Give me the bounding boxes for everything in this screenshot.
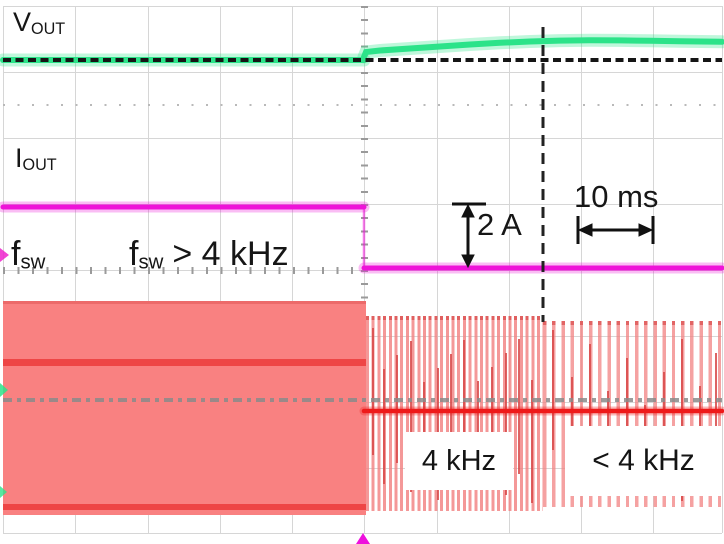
fsw-condition-label: fsw > 4 kHz <box>129 237 289 273</box>
gridline-vertical <box>722 6 723 533</box>
fsw-label: fsw <box>11 237 45 273</box>
vout-label-main: V <box>13 7 32 37</box>
iout-label-main: I <box>15 143 23 173</box>
fsw-condition-rest: > 4 kHz <box>172 235 289 273</box>
center-horizontal-ticks <box>3 267 361 274</box>
time-scale-arrow <box>576 216 655 244</box>
fsw-spike <box>450 354 452 479</box>
fsw-spike <box>372 328 374 455</box>
fsw-condition-main: f <box>129 235 139 273</box>
trigger-arrow-icon <box>356 533 370 544</box>
fsw-spike <box>423 382 425 471</box>
fsw-spike <box>681 339 683 501</box>
fsw-spike <box>518 339 520 474</box>
center-vertical-ticks <box>361 6 368 302</box>
fsw-label-sub: sw <box>20 251 46 274</box>
fsw-spike <box>715 353 717 492</box>
time-scale-label: 10 ms <box>574 179 659 214</box>
iout-label: IOUT <box>15 143 57 174</box>
fsw-spike <box>531 380 533 503</box>
freq-label-4khz: 4 kHz <box>421 444 497 477</box>
current-step-label: 2 A <box>477 207 522 242</box>
fsw-label-main: f <box>11 235 21 273</box>
fsw-spike <box>396 355 398 463</box>
fsw-spike <box>383 369 385 484</box>
waveform-trace <box>361 37 724 60</box>
fsw-condition-sub: sw <box>138 251 164 274</box>
iout-label-sub: OUT <box>22 155 57 174</box>
fsw-pulse-caps <box>366 316 543 320</box>
freq-label-sub4khz: < 4 kHz <box>592 444 695 477</box>
fsw-spike <box>626 358 628 487</box>
fsw-dense-band <box>3 301 366 515</box>
fsw-spike <box>663 372 665 478</box>
freq-label-box-sub4khz: < 4 kHz <box>565 426 722 496</box>
fsw-spike <box>410 341 412 492</box>
vout-label-sub: OUT <box>31 19 66 38</box>
waveform-trace <box>357 33 724 64</box>
freq-label-box-4khz: 4 kHz <box>405 432 513 490</box>
gridline-horizontal <box>3 533 722 534</box>
fsw-spike <box>505 353 507 495</box>
fsw-band-bottom-line <box>3 504 366 510</box>
fsw-spike <box>552 330 554 450</box>
vout-label: VOUT <box>13 7 66 38</box>
ground-dashdot-line <box>3 398 722 402</box>
iout-ground-marker-icon <box>0 248 9 262</box>
fsw-band-average-line <box>3 359 366 366</box>
fsw-spike <box>589 344 591 496</box>
fsw-pulse-caps <box>543 321 722 325</box>
fsw-spike <box>491 367 493 466</box>
fsw-spike <box>571 377 573 473</box>
